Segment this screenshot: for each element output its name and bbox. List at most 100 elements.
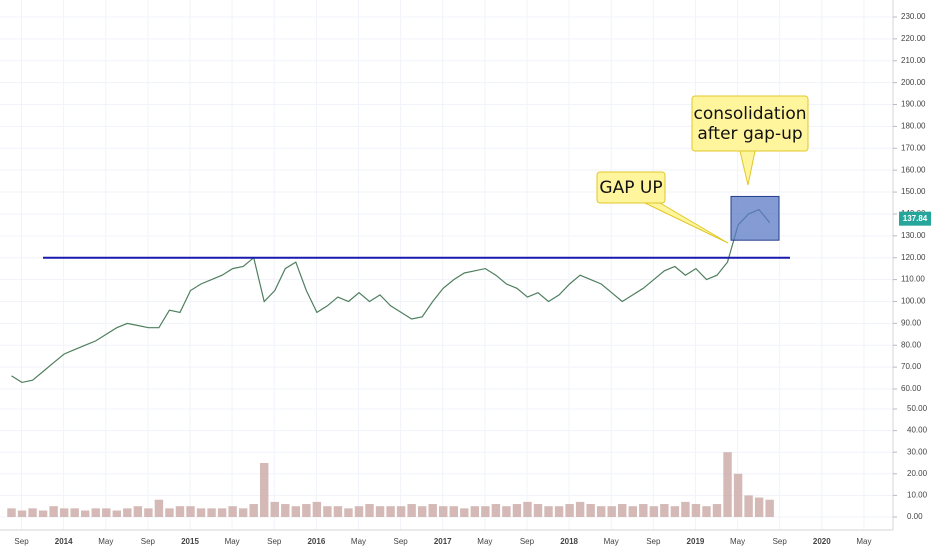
volume-bar [238, 508, 248, 517]
volume-bar [417, 506, 427, 517]
x-tick-label: Sep [141, 537, 156, 546]
volume-bar [575, 501, 585, 517]
volume-bar [618, 504, 627, 517]
x-tick-label: Sep [14, 537, 29, 546]
x-tick-label: Sep [393, 537, 408, 546]
last-price-label: 137.84 [903, 214, 928, 223]
volume-bar [333, 506, 343, 517]
volume-bar [207, 508, 216, 517]
volume-bar [481, 506, 490, 517]
volume-bar [502, 506, 511, 517]
y2-tick-label: 20.00 [907, 469, 928, 478]
y-tick-label: 200.00 [901, 78, 926, 87]
volume-bar [312, 501, 322, 517]
y-tick-label: 110.00 [901, 275, 925, 284]
volume-bar [165, 508, 174, 517]
y-tick-label: 80.00 [901, 340, 922, 349]
x-tick-label: 2020 [813, 537, 831, 546]
y-tick-label: 130.00 [901, 231, 926, 240]
x-tick-label: 2019 [687, 537, 705, 546]
volume-bar [354, 506, 364, 517]
volume-bar [102, 508, 111, 517]
volume-bar [449, 506, 458, 517]
volume-bar [133, 506, 143, 517]
y-tick-label: 120.00 [901, 253, 926, 262]
volume-bar [123, 508, 132, 517]
callout-text: after gap-up [697, 124, 802, 144]
volume-bar [302, 504, 311, 517]
volume-bar [175, 506, 185, 517]
volume-bar [196, 508, 206, 517]
volume-bar [80, 510, 90, 517]
volume-bar [281, 504, 290, 517]
volume-bar [723, 452, 732, 517]
x-tick-label: 2015 [181, 537, 199, 546]
volume-bar [217, 508, 227, 517]
volume-bar [17, 510, 27, 517]
y-tick-label: 90.00 [901, 318, 922, 327]
volume-bar [260, 463, 269, 517]
callout-box [691, 95, 809, 152]
y2-tick-label: 30.00 [907, 447, 928, 456]
x-tick-label: 2018 [560, 537, 578, 546]
y2-tick-label: 40.00 [907, 426, 928, 435]
volume-bar [38, 510, 48, 517]
x-tick-label: May [225, 537, 240, 546]
volume-bar [554, 506, 564, 517]
volume-bar [491, 504, 501, 517]
volume-bar [7, 508, 16, 517]
volume-bar [28, 508, 37, 517]
volume-bar [702, 506, 711, 517]
y-tick-label: 230.00 [901, 12, 926, 21]
consolidation-box [730, 195, 780, 241]
x-tick-label: 2017 [434, 537, 452, 546]
volume [7, 452, 774, 517]
x-tick-label: May [351, 537, 366, 546]
volume-bar [607, 506, 616, 517]
volume-bar [344, 508, 353, 517]
x-tick-label: Sep [646, 537, 661, 546]
volume-bar [670, 506, 680, 517]
y-tick-label: 60.00 [901, 384, 922, 393]
price [11, 208, 771, 384]
volume-bar [407, 504, 416, 517]
callout-text: GAP UP [599, 178, 662, 198]
volume-bar [596, 506, 606, 517]
y-tick-label: 190.00 [901, 100, 926, 109]
volume-bar [639, 504, 648, 517]
volume-bar [744, 495, 753, 517]
volume-bar [386, 506, 395, 517]
x-tick-label: May [730, 537, 745, 546]
axes: 60.00 70.00 80.00 90.00 100.00 110.00 120.00 13… [14, 12, 931, 546]
volume-bar [112, 510, 122, 517]
volume-bar [323, 506, 332, 517]
volume-bar [544, 506, 553, 517]
volume-bar [91, 508, 100, 517]
x-tick-label: May [856, 537, 871, 546]
volume-bar [681, 501, 690, 517]
volume-bar [375, 506, 385, 517]
x-tick-label: Sep [773, 537, 788, 546]
x-tick-label: May [477, 537, 492, 546]
volume-bar [565, 504, 574, 517]
volume-bar [291, 506, 301, 517]
x-tick-label: May [604, 537, 619, 546]
y2-tick-label: 50.00 [907, 404, 928, 413]
volume-bar [460, 508, 469, 517]
y-tick-label: 150.00 [901, 187, 926, 196]
y-tick-label: 220.00 [901, 34, 926, 43]
y-tick-label: 100.00 [901, 297, 926, 306]
volume-bar [439, 506, 448, 517]
volume-bar [512, 504, 522, 517]
volume-bar [228, 506, 237, 517]
volume-bar [365, 504, 374, 517]
volume-bar [649, 506, 659, 517]
x-tick-label: 2014 [55, 537, 73, 546]
y-tick-label: 160.00 [901, 165, 926, 174]
volume-bar [586, 504, 595, 517]
volume-bar [470, 506, 480, 517]
volume-bar [396, 506, 406, 517]
x-tick-label: May [98, 537, 113, 546]
volume-bar [59, 508, 69, 517]
